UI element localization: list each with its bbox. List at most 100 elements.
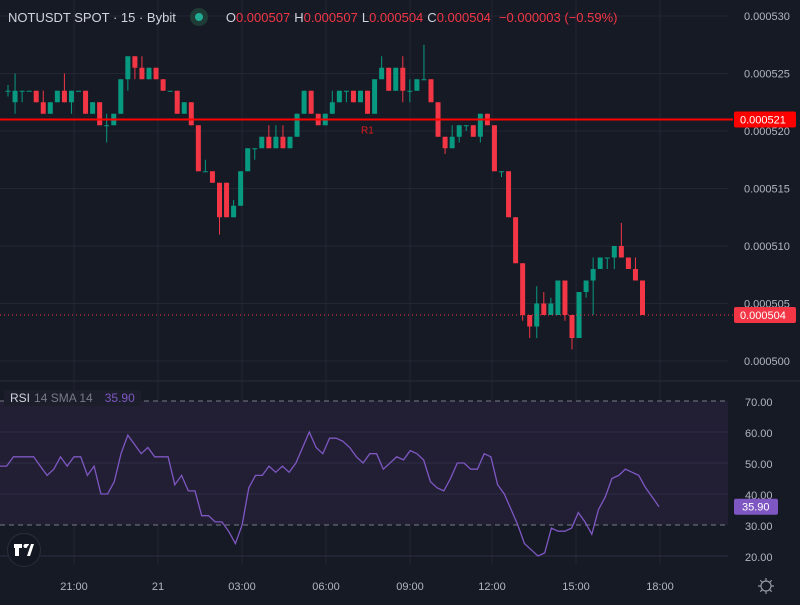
symbol-legend: NOTUSDT SPOT · 15 · Bybit O 0.000507 H 0.0… (8, 8, 617, 26)
candle-body (217, 182, 222, 218)
high-value: 0.000507 (303, 9, 358, 25)
candle-body (238, 171, 244, 206)
candle-body (548, 303, 554, 315)
candle-body (329, 102, 335, 114)
candle-body (245, 148, 251, 172)
candle-body (76, 90, 81, 92)
candle-body (343, 90, 349, 92)
open-value: 0.000507 (235, 9, 291, 25)
candle-body (618, 246, 624, 258)
rsi-legend[interactable]: RSI 14 SMA 14 35.90 (4, 390, 141, 406)
rsi-axis-label: 70.00 (745, 397, 773, 409)
candle-body (301, 90, 307, 114)
rsi-axis-label: 30.00 (745, 521, 773, 533)
candle-body (562, 280, 568, 315)
candle-body (421, 79, 427, 81)
price-axis-label: 0.000500 (744, 356, 790, 368)
price-axis-label: 0.000525 (744, 69, 790, 81)
resistance-label: R1 (361, 126, 374, 137)
candle-body (583, 280, 589, 292)
low-value: 0.000504 (369, 9, 424, 25)
last-price-tag (734, 307, 796, 323)
market-status-icon[interactable] (189, 8, 208, 26)
candle-body (54, 90, 60, 103)
candle-body (33, 90, 39, 103)
settings-gear-icon[interactable] (758, 578, 774, 594)
candle-body (5, 90, 11, 92)
candle-body (125, 56, 131, 80)
candle-body (12, 90, 18, 103)
time-axis-label: 09:00 (396, 581, 424, 593)
candle-body (195, 125, 201, 172)
candle-body (287, 136, 293, 149)
rsi-axis-label: 20.00 (745, 552, 773, 564)
change-value: −0.000003 (−0.59%) (498, 9, 618, 25)
candle-body (477, 113, 483, 137)
candle-body (61, 90, 67, 103)
high-label: H (294, 9, 304, 25)
rsi-line[interactable] (0, 430, 660, 557)
price-axis-label: 0.000515 (744, 184, 790, 196)
resistance-price-tag (734, 111, 796, 128)
candle-body (146, 67, 152, 80)
candle-body (118, 79, 124, 114)
candle-body (625, 257, 631, 269)
candle-body (555, 280, 561, 315)
candle-body (407, 90, 413, 92)
candle-body (294, 113, 300, 137)
candle-body (132, 56, 138, 68)
candle-body (90, 102, 96, 114)
candle-body (104, 125, 110, 127)
candle-body (188, 102, 194, 126)
rsi-axis-label: 50.00 (745, 459, 773, 471)
candle-body (160, 79, 166, 91)
candle-body (139, 67, 145, 80)
candle-body (463, 125, 469, 127)
time-axis-label: 21 (152, 581, 164, 593)
time-axis-label: 12:00 (478, 581, 506, 593)
candle-body (358, 90, 363, 103)
candle-body (365, 90, 371, 114)
candle-body (499, 171, 504, 173)
price-axis-label: 0.000520 (744, 126, 790, 138)
candle-body (611, 246, 617, 258)
candle-body (83, 90, 89, 114)
low-label: L (361, 9, 370, 25)
rsi-value-tag-text: 35.90 (742, 502, 770, 514)
candle-body (174, 90, 180, 114)
candle-body (414, 79, 420, 91)
candle-body (640, 280, 645, 315)
candle-body (40, 102, 46, 114)
candle-body (181, 102, 187, 114)
tradingview-logo-icon[interactable] (7, 533, 41, 567)
candle-body (597, 257, 603, 269)
candle-body (520, 263, 526, 315)
candle-body (379, 67, 385, 80)
candle-body (308, 90, 314, 114)
candle-body (569, 315, 575, 338)
time-axis-label: 15:00 (562, 581, 590, 593)
candle-body (202, 171, 208, 173)
symbol-title[interactable]: NOTUSDT SPOT · 15 · Bybit (8, 9, 176, 25)
candlestick-series[interactable] (5, 44, 646, 350)
rsi-params: 14 SMA 14 (34, 391, 93, 405)
candle-body (252, 148, 258, 150)
candle-body (491, 125, 497, 172)
candle-body (386, 67, 392, 91)
candle-body (576, 292, 582, 338)
candle-body (350, 90, 356, 103)
status-dot (194, 13, 203, 21)
rsi-value-tag (734, 498, 778, 515)
price-axis-label: 0.000510 (744, 241, 790, 253)
candle-body (273, 136, 279, 149)
candle-body (506, 171, 512, 218)
candle-body (68, 90, 74, 103)
close-value: 0.000504 (436, 9, 491, 25)
candle-body (372, 79, 378, 114)
candle-body (604, 257, 610, 259)
resistance-price-tag-text: 0.000521 (740, 115, 786, 127)
candle-body (632, 269, 638, 281)
last-price-tag-text: 0.000504 (740, 310, 786, 322)
